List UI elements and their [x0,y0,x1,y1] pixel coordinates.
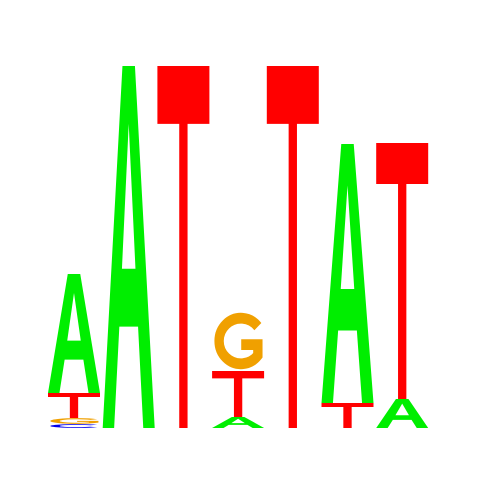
logo-columns [48,66,429,428]
letter-A-column-4 [212,417,265,428]
letter-T-column-3 [157,66,210,428]
logo-column-6 [321,144,374,428]
logo-column-4 [212,318,265,428]
logo-column-3 [157,66,210,428]
letter-A-column-7 [376,399,429,428]
logo-column-5 [266,66,319,428]
letter-T-column-7 [376,143,429,399]
logo-column-7 [376,143,429,428]
letter-T-column-5 [266,66,319,428]
letter-G-column-4 [219,318,258,364]
letter-T-column-6 [321,403,374,428]
logo-column-1 [48,274,100,428]
letter-A-column-1 [48,274,100,393]
letter-A-column-2 [102,66,155,428]
letter-T-column-4 [212,371,265,417]
letter-C-column-1 [55,424,94,427]
logo-column-2 [102,66,155,428]
letter-A-column-6 [321,144,374,403]
letter-G-column-1 [55,419,94,424]
letter-T-column-1 [48,393,100,418]
